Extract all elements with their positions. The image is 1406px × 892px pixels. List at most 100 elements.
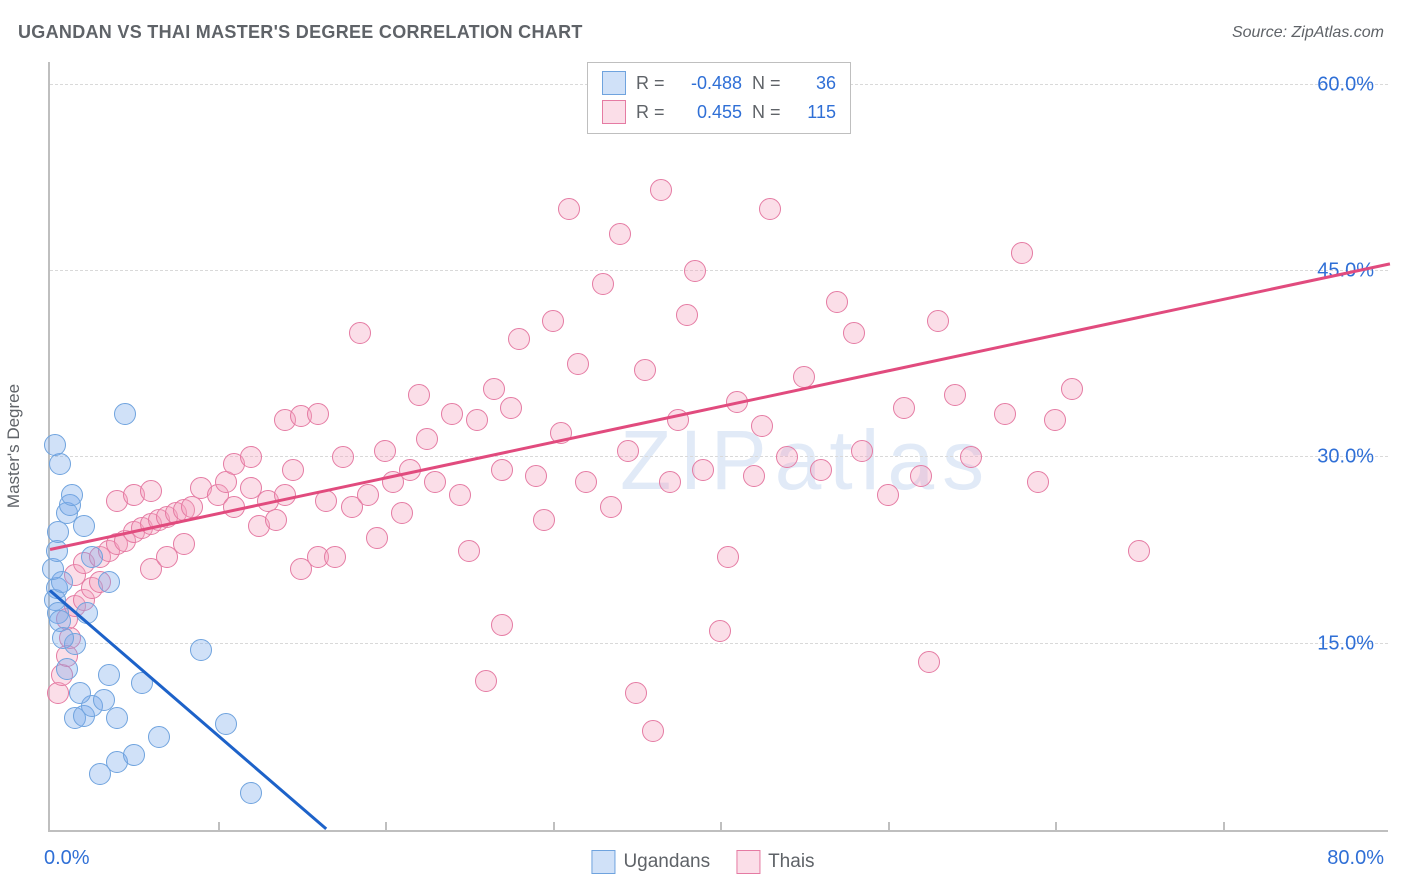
scatter-point-ugandans [98,664,120,686]
scatter-point-ugandans [56,658,78,680]
legend-n-label: N = [752,69,786,98]
scatter-point-thais [408,384,430,406]
legend-row-ugandans: R = -0.488 N = 36 [602,69,836,98]
legend-n-label: N = [752,98,786,127]
scatter-point-thais [282,459,304,481]
legend-item-ugandans: Ugandans [591,850,710,874]
scatter-point-ugandans [93,689,115,711]
scatter-point-thais [625,682,647,704]
gridline [50,643,1388,644]
x-axis-min-label: 0.0% [44,847,90,870]
scatter-point-ugandans [106,707,128,729]
scatter-point-thais [642,720,664,742]
scatter-point-thais [324,546,346,568]
scatter-point-thais [634,359,656,381]
scatter-point-thais [927,310,949,332]
scatter-point-thais [307,403,329,425]
scatter-point-ugandans [215,713,237,735]
y-tick-label: 30.0% [1317,446,1374,469]
scatter-point-ugandans [123,744,145,766]
scatter-point-thais [1128,540,1150,562]
legend-label-ugandans: Ugandans [623,851,710,872]
scatter-point-thais [357,484,379,506]
legend-r-label: R = [636,98,670,127]
scatter-point-thais [592,273,614,295]
scatter-point-thais [424,471,446,493]
legend-correlation: R = -0.488 N = 36 R = 0.455 N = 115 [587,62,851,134]
scatter-point-thais [542,310,564,332]
scatter-point-thais [240,446,262,468]
scatter-point-thais [47,682,69,704]
legend-n-value-ugandans: 36 [796,69,836,98]
scatter-point-thais [918,651,940,673]
scatter-point-thais [441,403,463,425]
scatter-point-thais [717,546,739,568]
plot-area: ZIPatlas R = -0.488 N = 36 R = 0.455 N =… [48,62,1388,832]
legend-r-value-thais: 0.455 [680,98,742,127]
scatter-point-ugandans [49,453,71,475]
scatter-point-ugandans [114,403,136,425]
legend-r-value-ugandans: -0.488 [680,69,742,98]
scatter-point-thais [391,502,413,524]
scatter-point-ugandans [148,726,170,748]
scatter-point-thais [843,322,865,344]
legend-swatch-ugandans [602,71,626,95]
x-tick [888,822,890,832]
scatter-point-thais [1044,409,1066,431]
x-tick [218,822,220,832]
scatter-point-thais [810,459,832,481]
legend-item-thais: Thais [736,850,814,874]
scatter-point-thais [692,459,714,481]
scatter-point-ugandans [52,627,74,649]
scatter-point-thais [600,496,622,518]
scatter-point-thais [751,415,773,437]
scatter-point-ugandans [98,571,120,593]
legend-swatch-ugandans [591,850,615,874]
scatter-point-ugandans [61,484,83,506]
scatter-point-thais [567,353,589,375]
scatter-point-thais [877,484,899,506]
scatter-point-thais [709,620,731,642]
scatter-point-thais [617,440,639,462]
source-attribution: Source: ZipAtlas.com [1232,24,1384,42]
scatter-point-thais [491,459,513,481]
scatter-point-thais [508,328,530,350]
scatter-point-thais [374,440,396,462]
scatter-point-thais [650,179,672,201]
legend-row-thais: R = 0.455 N = 115 [602,98,836,127]
scatter-point-thais [274,484,296,506]
scatter-point-thais [349,322,371,344]
scatter-point-thais [851,440,873,462]
scatter-point-thais [466,409,488,431]
scatter-point-thais [533,509,555,531]
scatter-point-thais [558,198,580,220]
scatter-point-ugandans [81,546,103,568]
scatter-point-thais [776,446,798,468]
legend-n-value-thais: 115 [796,98,836,127]
scatter-point-thais [332,446,354,468]
scatter-point-thais [1061,378,1083,400]
legend-r-label: R = [636,69,670,98]
scatter-point-ugandans [42,558,64,580]
scatter-point-thais [575,471,597,493]
gridline [50,270,1388,271]
legend-swatch-thais [736,850,760,874]
scatter-point-thais [416,428,438,450]
scatter-point-thais [893,397,915,419]
x-tick [1223,822,1225,832]
scatter-point-thais [759,198,781,220]
x-tick [385,822,387,832]
scatter-point-thais [265,509,287,531]
y-tick-label: 60.0% [1317,73,1374,96]
scatter-point-ugandans [89,763,111,785]
scatter-point-thais [743,465,765,487]
x-tick [553,822,555,832]
scatter-point-thais [140,480,162,502]
legend-label-thais: Thais [768,851,814,872]
x-tick [1055,822,1057,832]
scatter-point-thais [826,291,848,313]
x-axis-max-label: 80.0% [1327,847,1384,870]
scatter-point-thais [483,378,505,400]
scatter-point-thais [960,446,982,468]
scatter-point-thais [449,484,471,506]
